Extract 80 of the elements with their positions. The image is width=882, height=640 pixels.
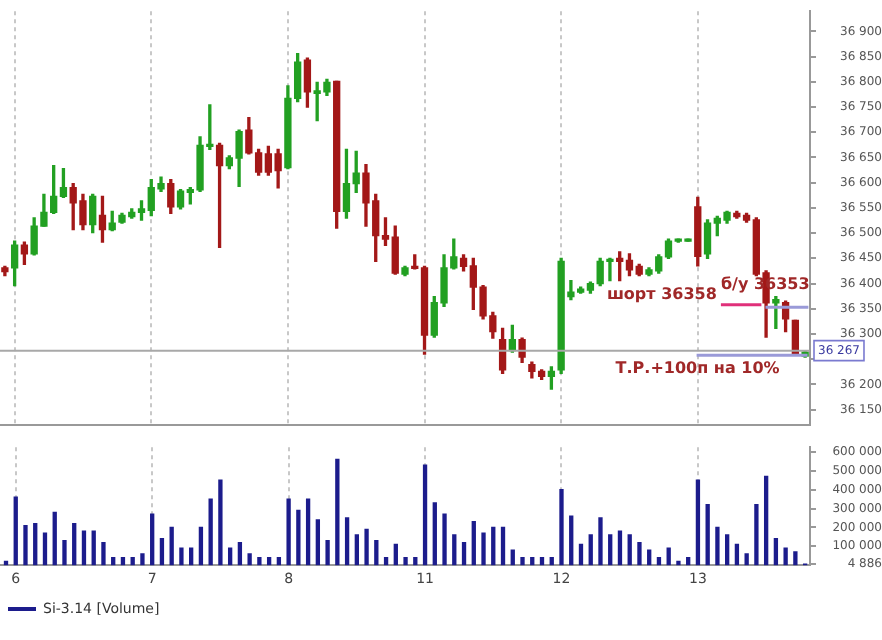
bar	[432, 502, 437, 566]
bar	[91, 530, 96, 566]
bar	[305, 498, 311, 566]
bar	[257, 556, 262, 566]
bar	[403, 556, 408, 566]
bar	[442, 513, 447, 566]
bar	[627, 534, 632, 566]
bar	[33, 523, 38, 566]
bar	[744, 553, 749, 566]
bar	[559, 489, 564, 566]
bar	[286, 498, 291, 566]
bar	[578, 543, 584, 566]
bar	[481, 532, 486, 566]
bar	[549, 556, 554, 566]
bar	[617, 530, 623, 566]
bar	[159, 538, 165, 566]
bar	[686, 556, 691, 566]
bar	[754, 504, 759, 566]
bar	[344, 517, 350, 566]
bar	[715, 526, 720, 566]
bar	[42, 532, 48, 566]
bar	[218, 479, 223, 566]
bar	[530, 556, 535, 566]
bar	[695, 479, 701, 566]
bar	[354, 534, 359, 566]
bar	[52, 511, 57, 566]
bar	[179, 547, 184, 566]
bar	[81, 530, 87, 566]
bar	[588, 534, 593, 566]
bar	[783, 547, 788, 566]
bar	[793, 551, 798, 566]
bar	[598, 517, 603, 566]
bar	[452, 534, 457, 566]
bar	[276, 556, 282, 566]
bar	[101, 541, 106, 566]
bar	[763, 475, 769, 566]
bar	[111, 556, 116, 566]
bar	[383, 556, 389, 566]
bar	[237, 541, 243, 566]
ref-line-label: Т.Р.+100п на 10%	[615, 359, 780, 378]
bar	[520, 556, 525, 566]
bar	[608, 534, 613, 566]
bar	[461, 541, 467, 566]
bar	[773, 538, 779, 566]
bar	[315, 519, 321, 566]
bar	[491, 526, 496, 566]
bar	[364, 528, 369, 566]
bar	[13, 496, 18, 566]
bar	[169, 526, 174, 566]
bar	[247, 553, 252, 566]
bar	[705, 504, 710, 566]
bar	[23, 524, 28, 566]
bar	[510, 549, 515, 566]
bar	[734, 543, 740, 566]
bar	[422, 464, 428, 566]
bar	[471, 521, 476, 566]
bar	[266, 556, 272, 566]
bar	[539, 556, 545, 566]
bar	[725, 534, 730, 566]
bar	[569, 515, 574, 566]
bar	[637, 541, 642, 566]
bar	[296, 509, 301, 566]
bar	[647, 549, 652, 566]
bar	[325, 540, 330, 566]
bar	[130, 556, 135, 566]
bar	[62, 540, 67, 566]
bar	[120, 556, 126, 566]
bar	[140, 553, 145, 566]
bar	[198, 526, 204, 566]
ref-line-label: шорт 36358	[606, 284, 718, 303]
bar	[335, 458, 340, 566]
bar	[656, 556, 662, 566]
bar	[413, 556, 418, 566]
bar	[500, 526, 506, 566]
bar	[72, 523, 77, 566]
bar	[676, 560, 681, 566]
bar	[150, 513, 155, 566]
bar	[393, 543, 398, 566]
bar	[374, 540, 379, 566]
bar	[208, 498, 213, 566]
